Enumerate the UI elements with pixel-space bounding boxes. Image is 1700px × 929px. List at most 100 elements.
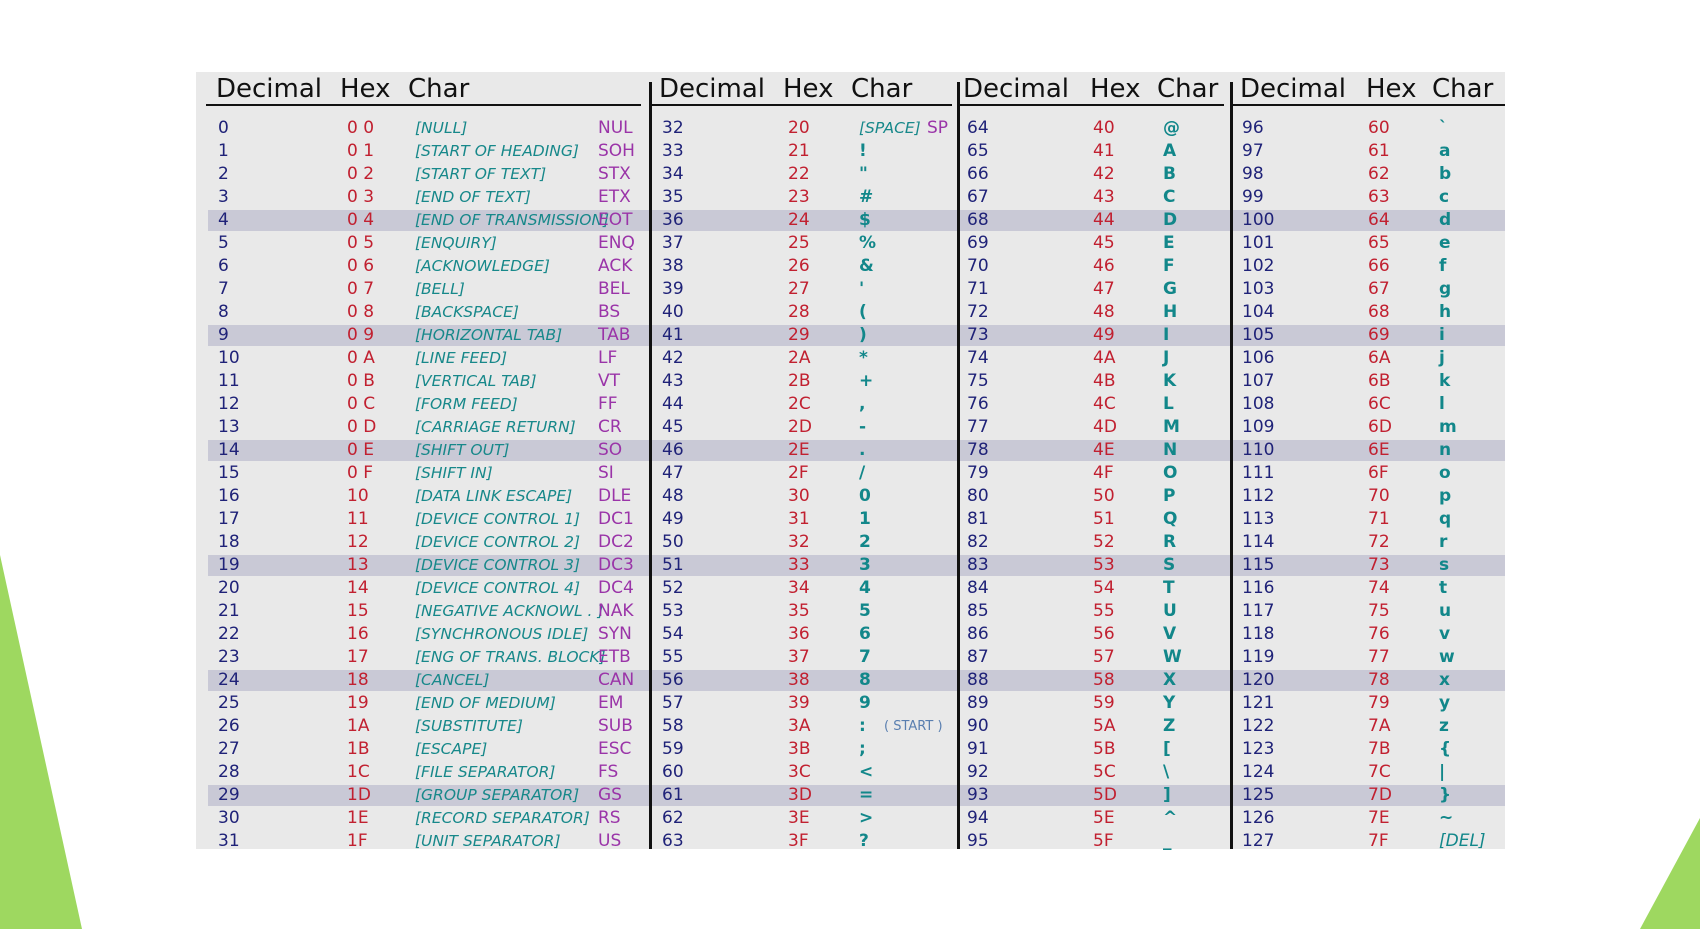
description-cell: [SHIFT IN] bbox=[415, 464, 493, 482]
hex-cell: 2F bbox=[788, 463, 809, 483]
decimal-cell: 113 bbox=[1242, 509, 1275, 529]
char-cell: [SPACE] bbox=[859, 119, 921, 137]
abbreviation-cell: NUL bbox=[598, 118, 633, 138]
decimal-cell: 54 bbox=[662, 624, 684, 644]
abbreviation-cell: TAB bbox=[598, 325, 631, 345]
description-cell: [FILE SEPARATOR] bbox=[415, 763, 556, 781]
char-cell: H bbox=[1163, 302, 1178, 322]
decimal-cell: 110 bbox=[1242, 440, 1275, 460]
decimal-cell: 45 bbox=[662, 417, 684, 437]
right-green-wedge bbox=[1640, 818, 1700, 929]
description-cell: [RECORD SEPARATOR] bbox=[415, 809, 590, 827]
abbreviation-cell: SOH bbox=[598, 141, 635, 161]
abbreviation-cell: SO bbox=[598, 440, 623, 460]
hex-cell: 21 bbox=[788, 141, 810, 161]
abbreviation-cell: ETB bbox=[598, 647, 631, 667]
char-cell: w bbox=[1439, 647, 1455, 667]
decimal-cell: 42 bbox=[662, 348, 684, 368]
decimal-cell: 53 bbox=[662, 601, 684, 621]
start-annotation: ( START ) bbox=[884, 719, 943, 734]
header-char: Char bbox=[1157, 74, 1219, 104]
hex-cell: 17 bbox=[347, 647, 369, 667]
char-cell: C bbox=[1163, 187, 1176, 207]
hex-cell: 50 bbox=[1093, 486, 1115, 506]
description-cell: [SYNCHRONOUS IDLE] bbox=[415, 625, 589, 643]
header-decimal: Decimal bbox=[1240, 74, 1347, 104]
header-char: Char bbox=[1432, 74, 1494, 104]
decimal-cell: 21 bbox=[218, 601, 240, 621]
hex-cell: 7A bbox=[1368, 716, 1391, 736]
decimal-cell: 76 bbox=[967, 394, 989, 414]
decimal-cell: 88 bbox=[967, 670, 989, 690]
decimal-cell: 17 bbox=[218, 509, 240, 529]
decimal-cell: 80 bbox=[967, 486, 989, 506]
hex-cell: 7D bbox=[1368, 785, 1392, 805]
char-cell: 3 bbox=[859, 555, 871, 575]
decimal-cell: 62 bbox=[662, 808, 684, 828]
hex-cell: 43 bbox=[1093, 187, 1115, 207]
decimal-cell: 63 bbox=[662, 831, 684, 851]
hex-cell: 68 bbox=[1368, 302, 1390, 322]
description-cell: [GROUP SEPARATOR] bbox=[415, 786, 580, 804]
char-cell: @ bbox=[1163, 118, 1180, 138]
hex-cell: 40 bbox=[1093, 118, 1115, 138]
decimal-cell: 27 bbox=[218, 739, 240, 759]
hex-cell: 64 bbox=[1368, 210, 1390, 230]
abbreviation-cell: ENQ bbox=[598, 233, 635, 253]
hex-cell: 6E bbox=[1368, 440, 1390, 460]
highlight-band bbox=[208, 555, 1505, 576]
hex-cell: 3F bbox=[788, 831, 809, 851]
decimal-cell: 39 bbox=[662, 279, 684, 299]
hex-cell: 20 bbox=[788, 118, 810, 138]
hex-cell: 74 bbox=[1368, 578, 1390, 598]
char-cell: { bbox=[1439, 739, 1452, 759]
hex-cell: 26 bbox=[788, 256, 810, 276]
char-cell: u bbox=[1439, 601, 1452, 621]
hex-cell: 0 B bbox=[347, 371, 375, 391]
description-cell: [CARRIAGE RETURN] bbox=[415, 418, 576, 436]
hex-cell: 30 bbox=[788, 486, 810, 506]
hex-cell: 0 F bbox=[347, 463, 373, 483]
decimal-cell: 49 bbox=[662, 509, 684, 529]
char-cell: f bbox=[1439, 256, 1447, 276]
hex-cell: 0 4 bbox=[347, 210, 375, 230]
abbreviation-cell: SYN bbox=[598, 624, 632, 644]
description-cell: [SHIFT OUT] bbox=[415, 441, 510, 459]
char-cell: P bbox=[1163, 486, 1176, 506]
hex-cell: 70 bbox=[1368, 486, 1390, 506]
decimal-cell: 104 bbox=[1242, 302, 1275, 322]
hex-cell: 6A bbox=[1368, 348, 1391, 368]
decimal-cell: 105 bbox=[1242, 325, 1275, 345]
header-hex: Hex bbox=[1366, 74, 1417, 104]
hex-cell: 11 bbox=[347, 509, 369, 529]
decimal-cell: 118 bbox=[1242, 624, 1275, 644]
decimal-cell: 55 bbox=[662, 647, 684, 667]
hex-cell: 1C bbox=[347, 762, 370, 782]
hex-cell: 34 bbox=[788, 578, 810, 598]
hex-cell: 56 bbox=[1093, 624, 1115, 644]
char-cell: i bbox=[1439, 325, 1445, 345]
char-cell: S bbox=[1163, 555, 1176, 575]
abbreviation-cell: SP bbox=[927, 118, 949, 138]
decimal-cell: 124 bbox=[1242, 762, 1275, 782]
decimal-cell: 79 bbox=[967, 463, 989, 483]
hex-cell: 7B bbox=[1368, 739, 1391, 759]
char-cell: h bbox=[1439, 302, 1452, 322]
decimal-cell: 71 bbox=[967, 279, 989, 299]
char-cell: K bbox=[1163, 371, 1177, 391]
hex-cell: 76 bbox=[1368, 624, 1390, 644]
header-char: Char bbox=[408, 74, 470, 104]
char-cell: E bbox=[1163, 233, 1175, 253]
decimal-cell: 29 bbox=[218, 785, 240, 805]
hex-cell: 0 A bbox=[347, 348, 375, 368]
hex-cell: 2B bbox=[788, 371, 811, 391]
hex-cell: 59 bbox=[1093, 693, 1115, 713]
char-cell: G bbox=[1163, 279, 1177, 299]
decimal-cell: 19 bbox=[218, 555, 240, 575]
hex-cell: 0 6 bbox=[347, 256, 375, 276]
hex-cell: 4C bbox=[1093, 394, 1116, 414]
char-cell: ( bbox=[859, 302, 867, 322]
decimal-cell: 85 bbox=[967, 601, 989, 621]
hex-cell: 27 bbox=[788, 279, 810, 299]
